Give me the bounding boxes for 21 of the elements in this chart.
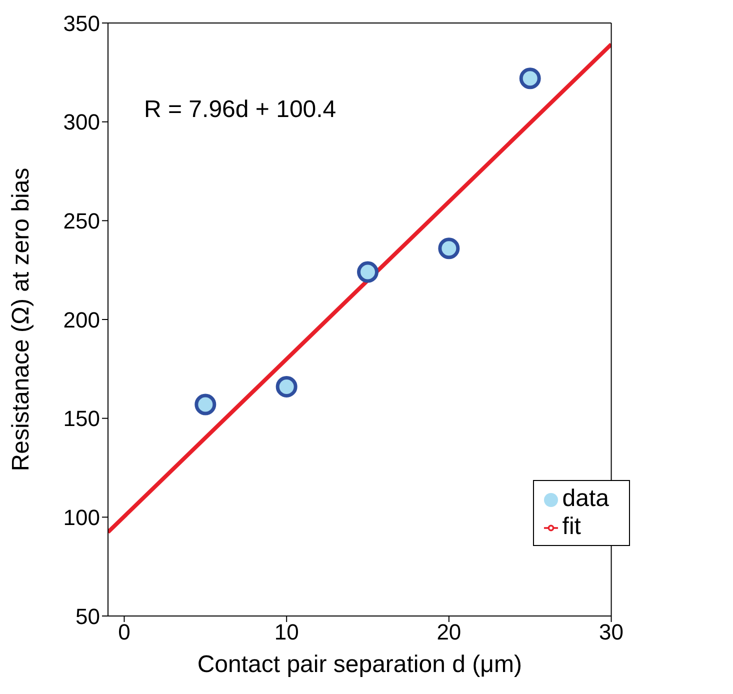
y-tick-label: 250 [63, 208, 100, 234]
y-axis-title: Resistanace (Ω) at zero bias [8, 168, 35, 472]
x-tick-label: 10 [274, 620, 299, 645]
annotation: R = 7.96d + 100.4 [144, 96, 336, 124]
y-tick-label: 200 [63, 307, 100, 332]
point [519, 68, 541, 90]
x-axis-title: Contact pair separation d (μm) [197, 651, 522, 678]
point [438, 238, 460, 260]
x-tick-label: 0 [118, 620, 130, 645]
y-tick-label: 100 [63, 504, 100, 530]
point [276, 376, 298, 398]
point [194, 394, 216, 416]
x-tick-label: 30 [599, 620, 624, 645]
y-tick-label: 50 [76, 604, 100, 629]
y-tick-label: 300 [63, 110, 100, 135]
legend-label: data [562, 485, 609, 512]
legend-label: fit [562, 513, 581, 540]
y-tick-label: 350 [63, 10, 100, 36]
x-tick-label: 20 [436, 620, 462, 645]
y-tick-label: 150 [63, 406, 100, 432]
point [357, 261, 379, 283]
